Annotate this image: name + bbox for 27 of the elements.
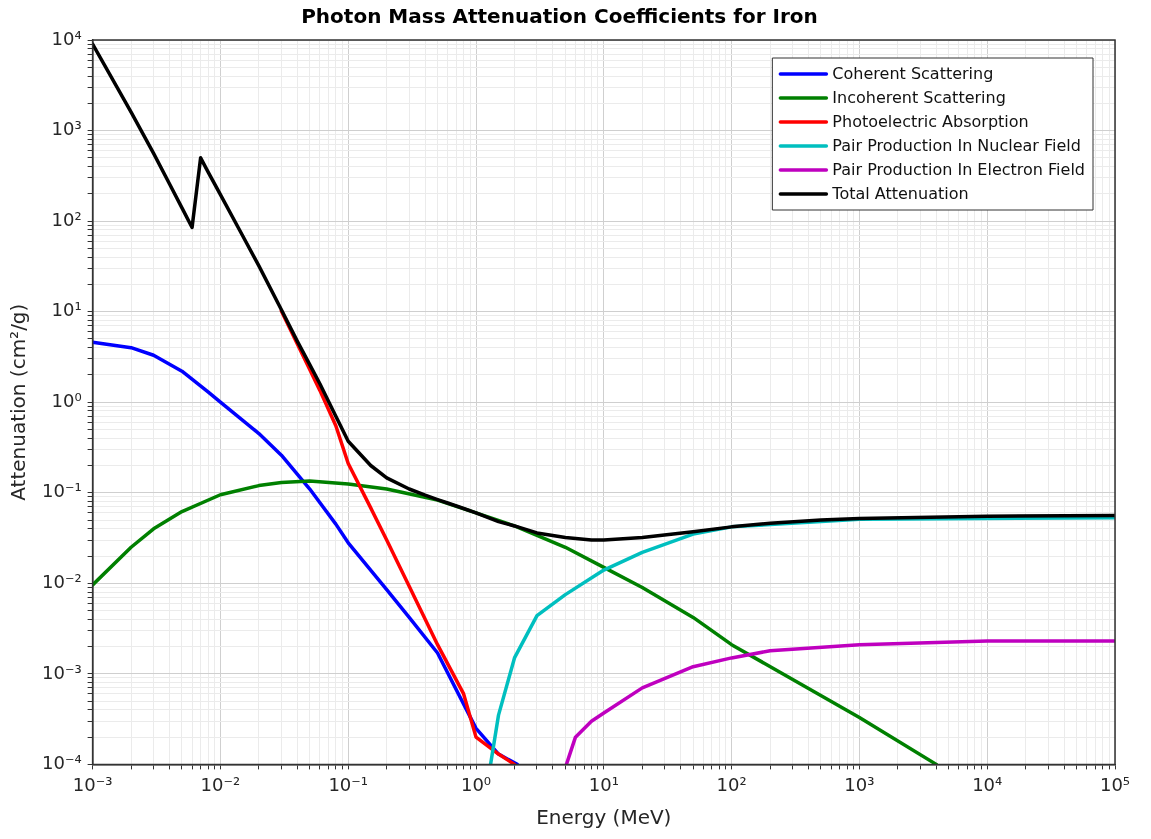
x-tick-label: 10⁴ <box>972 773 1003 795</box>
x-tick-label: 10¹ <box>588 773 619 795</box>
x-tick-label: 10⁰ <box>460 773 492 795</box>
x-tick-label: 10⁵ <box>1099 773 1131 795</box>
y-axis-title: Attenuation (cm²/g) <box>6 303 31 501</box>
x-tick-label: 10⁻¹ <box>328 773 369 795</box>
x-axis-title: Energy (MeV) <box>536 805 672 830</box>
y-tick-label: 10³ <box>51 118 82 140</box>
y-tick-label: 10⁻² <box>42 570 82 592</box>
x-tick-label: 10⁻² <box>200 773 241 795</box>
y-tick-label: 10⁰ <box>51 389 82 411</box>
y-tick-label: 10⁻⁴ <box>42 752 82 774</box>
y-tick-label: 10² <box>51 208 82 230</box>
chart-title: Photon Mass Attenuation Coefficients for Iron <box>301 4 818 29</box>
y-tick-label: 10¹ <box>51 299 82 321</box>
legend-label: Incoherent Scattering <box>832 88 1006 108</box>
legend-label: Coherent Scattering <box>832 64 994 84</box>
x-tick-label: 10³ <box>844 773 875 795</box>
legend-label: Pair Production In Nuclear Field <box>832 136 1081 156</box>
y-tick-label: 10⁻³ <box>42 661 82 683</box>
legend-label: Photoelectric Absorption <box>832 112 1029 132</box>
x-tick-label: 10⁻³ <box>72 773 113 795</box>
x-tick-label: 10² <box>716 773 747 795</box>
legend-label: Pair Production In Electron Field <box>832 160 1085 180</box>
y-tick-label: 10⁴ <box>51 27 82 49</box>
legend-label: Total Attenuation <box>831 184 969 204</box>
y-tick-label: 10⁻¹ <box>42 480 82 502</box>
